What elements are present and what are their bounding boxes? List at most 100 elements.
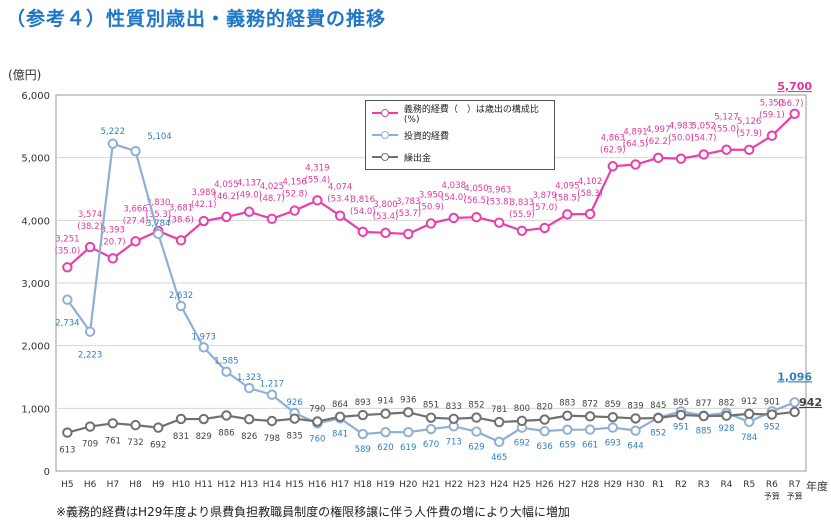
- point-mandatory: [425, 218, 437, 229]
- point-mandatory: [380, 227, 391, 239]
- point-transfer: [107, 418, 119, 429]
- point-mandatory: [334, 210, 346, 221]
- data-label-transfer: 692: [150, 441, 166, 451]
- x-tick-label: H27: [558, 480, 576, 490]
- point-mandatory: [743, 144, 755, 155]
- point-transfer: [357, 409, 369, 421]
- point-investment: [607, 422, 619, 433]
- point-transfer: [62, 427, 73, 438]
- page-title: （参考４）性質別歳出・義務的経費の推移: [6, 8, 387, 30]
- data-label-investment: 659: [559, 441, 575, 451]
- point-investment: [403, 427, 414, 438]
- data-label-transfer: 831: [173, 432, 189, 442]
- point-mandatory: [675, 153, 687, 164]
- ratio-label-mandatory: (50.0): [668, 134, 694, 144]
- data-label-mandatory: 5,127: [714, 113, 738, 123]
- y-tick-label: 3,000: [21, 279, 50, 290]
- ratio-label-mandatory: (38.6): [168, 215, 194, 225]
- point-transfer: [84, 421, 96, 432]
- data-label-investment: 760: [309, 434, 325, 444]
- x-tick-label: H13: [240, 480, 258, 490]
- data-label-transfer: 893: [355, 398, 371, 408]
- y-tick-label: 6,000: [21, 91, 50, 102]
- ratio-label-mandatory: (53.8): [486, 198, 512, 208]
- data-label-investment: 713: [446, 437, 462, 447]
- x-tick-label: H12: [217, 480, 235, 490]
- point-investment: [243, 382, 255, 394]
- point-transfer: [766, 409, 778, 420]
- data-label-investment: 2,632: [169, 291, 193, 301]
- point-transfer: [198, 413, 209, 425]
- x-tick-label: R5: [743, 480, 755, 490]
- data-label-transfer: 852: [468, 401, 484, 411]
- point-mandatory: [493, 217, 505, 228]
- data-label-mandatory: 3,666: [123, 204, 147, 214]
- data-label-transfer: 790: [309, 404, 325, 414]
- point-mandatory: [607, 161, 619, 172]
- point-transfer: [175, 413, 187, 425]
- point-mandatory: [243, 206, 255, 217]
- point-transfer: [403, 407, 414, 418]
- data-label-transfer: 872: [582, 399, 598, 409]
- point-mandatory: [130, 236, 141, 247]
- data-label-mandatory: 4,055: [214, 180, 238, 190]
- data-label-mandatory: 4,863: [601, 133, 625, 143]
- point-mandatory: [312, 195, 323, 206]
- point-transfer: [334, 411, 346, 423]
- data-label-transfer: 833: [446, 402, 462, 412]
- data-label-investment: 1,323: [237, 373, 261, 383]
- point-transfer: [675, 409, 687, 421]
- point-investment: [198, 342, 209, 353]
- point-mandatory: [84, 241, 96, 253]
- point-transfer: [516, 415, 528, 427]
- data-label-transfer: 877: [696, 399, 712, 409]
- point-mandatory: [584, 208, 596, 220]
- data-label-mandatory: 4,025: [260, 182, 284, 192]
- point-mandatory: [107, 253, 119, 264]
- point-investment: [380, 426, 391, 438]
- point-transfer: [266, 415, 278, 427]
- x-tick-label: H22: [445, 480, 463, 490]
- point-mandatory: [175, 235, 187, 246]
- point-mandatory: [221, 211, 232, 223]
- y-tick-label: 2,000: [21, 342, 50, 353]
- data-label-mandatory: 4,038: [442, 181, 466, 191]
- data-label-mandatory: 3,681: [169, 203, 193, 213]
- data-label-investment: 1,973: [192, 332, 216, 342]
- point-transfer: [584, 411, 596, 422]
- data-label-investment: 928: [718, 424, 734, 434]
- ratio-label-mandatory: (46.2): [214, 192, 240, 202]
- ratio-label-mandatory: (38.2): [77, 222, 103, 232]
- ratio-label-mandatory: (42.1): [191, 200, 217, 210]
- data-label-transfer: 798: [264, 434, 280, 444]
- data-label-mandatory: 3,783: [396, 197, 420, 207]
- data-label-investment: 885: [696, 427, 712, 437]
- data-label-mandatory: 4,050: [464, 184, 488, 194]
- ratio-label-mandatory: (27.4): [123, 216, 149, 226]
- ratio-label-mandatory: (50.9): [418, 202, 444, 212]
- data-label-mandatory: 3,251: [55, 234, 79, 244]
- data-label-investment: 852: [650, 429, 666, 439]
- chart-legend: 義務的経費（ ）は歳出の構成比(%) 投資的経費 繰出金: [365, 100, 555, 170]
- point-transfer: [221, 410, 232, 421]
- data-label-transfer: 883: [559, 399, 575, 409]
- point-transfer: [243, 414, 255, 425]
- point-mandatory: [266, 213, 278, 224]
- data-label-mandatory: 4,102: [578, 177, 602, 187]
- data-label-transfer: 826: [241, 432, 257, 442]
- point-mandatory: [62, 262, 73, 273]
- data-label-investment: 670: [423, 440, 439, 450]
- data-label-transfer: 839: [627, 401, 643, 411]
- ratio-label-mandatory: (58.3): [577, 189, 603, 199]
- y-axis-unit: (億円): [8, 68, 42, 82]
- data-label-transfer: 886: [218, 428, 234, 438]
- point-mandatory: [403, 228, 414, 240]
- point-mandatory: [539, 222, 550, 234]
- point-investment: [493, 436, 505, 448]
- x-tick-label: H6: [84, 480, 97, 490]
- x-tick-label: H28: [581, 480, 599, 490]
- legend-item-transfer: 繰出金: [372, 150, 431, 164]
- x-tick-label: H20: [399, 480, 417, 490]
- x-tick-label: H19: [376, 480, 394, 490]
- point-investment: [107, 138, 119, 149]
